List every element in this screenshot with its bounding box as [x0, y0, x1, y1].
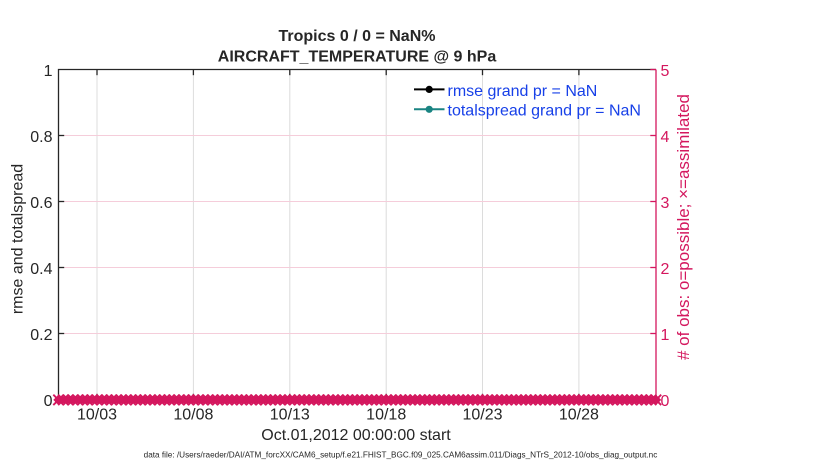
svg-text:rmse grand pr = NaN: rmse grand pr = NaN — [448, 83, 598, 100]
svg-text:Tropics 0 / 0 = NaN%: Tropics 0 / 0 = NaN% — [279, 28, 436, 45]
svg-text:2: 2 — [661, 261, 670, 278]
svg-text:0: 0 — [661, 393, 670, 410]
svg-text:0.2: 0.2 — [30, 327, 52, 344]
svg-text:AIRCRAFT_TEMPERATURE @ 9 hPa: AIRCRAFT_TEMPERATURE @ 9 hPa — [218, 48, 497, 65]
svg-text:3: 3 — [661, 195, 670, 212]
svg-text:10/28: 10/28 — [559, 407, 599, 424]
svg-text:0.4: 0.4 — [30, 261, 52, 278]
svg-text:10/23: 10/23 — [462, 407, 502, 424]
svg-text:Oct.01,2012 00:00:00 start: Oct.01,2012 00:00:00 start — [261, 427, 451, 444]
svg-text:5: 5 — [661, 63, 670, 80]
svg-text:# of obs: o=possible; ×=assimi: # of obs: o=possible; ×=assimilated — [674, 94, 693, 360]
svg-text:10/03: 10/03 — [77, 407, 117, 424]
svg-text:totalspread grand pr = NaN: totalspread grand pr = NaN — [448, 103, 641, 120]
svg-text:4: 4 — [661, 129, 670, 146]
svg-text:0: 0 — [44, 393, 53, 410]
svg-text:10/18: 10/18 — [366, 407, 406, 424]
svg-text:0.8: 0.8 — [30, 129, 52, 146]
svg-text:0.6: 0.6 — [30, 195, 52, 212]
svg-text:1: 1 — [661, 327, 670, 344]
svg-text:10/08: 10/08 — [173, 407, 213, 424]
svg-text:1: 1 — [44, 63, 53, 80]
svg-text:data file: /Users/raeder/DAI/A: data file: /Users/raeder/DAI/ATM_forcXX/… — [144, 451, 658, 460]
svg-text:rmse and totalspread: rmse and totalspread — [10, 164, 27, 314]
svg-text:10/13: 10/13 — [270, 407, 310, 424]
